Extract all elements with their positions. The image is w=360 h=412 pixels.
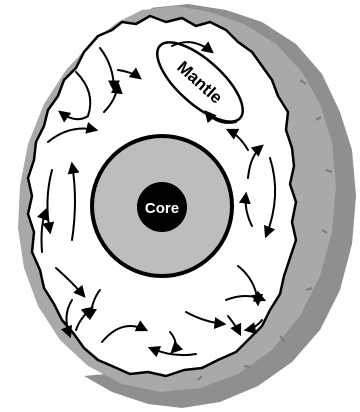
core-label: Core	[145, 200, 179, 217]
convection-arrow-top-left-3	[58, 71, 92, 123]
convection-arrow-left-upper	[47, 121, 99, 143]
convection-arrow-left-lower	[37, 207, 49, 253]
crust-texture	[197, 79, 333, 381]
convection-arrow-bottom-4	[185, 311, 227, 330]
convection-arrow-right-inner	[238, 191, 253, 227]
convection-arrow-left-loop-up	[67, 161, 80, 241]
convection-arrow-mantle-bottom	[204, 110, 237, 124]
convection-arrow-mantle-top	[171, 41, 214, 54]
convection-arrow-right-upper	[225, 128, 249, 151]
convection-arrow-bottom-1	[101, 320, 149, 343]
convection-arrow-bottom-right-1	[237, 265, 264, 307]
convection-arrow-bottom-right-3	[227, 315, 242, 337]
convection-arrow-right-loop-up	[247, 144, 264, 179]
convection-arrow-top-left-4	[103, 81, 123, 113]
convection-arrow-bottom-left-1	[55, 267, 86, 298]
inner-core	[137, 182, 187, 232]
convection-arrow-right-loop-down	[263, 157, 277, 239]
convection-arrow-left-loop-down	[42, 169, 55, 235]
convection-arrow-bottom-3	[147, 346, 197, 358]
convection-arrow-bottom-left-4	[60, 299, 73, 339]
convection-arrow-top-left-2	[117, 67, 142, 80]
convection-arrow-bottom-2	[169, 331, 184, 354]
mantle-label-oval	[156, 41, 244, 123]
convection-arrow-bottom-left-3	[75, 306, 94, 331]
convection-arrows	[37, 41, 277, 358]
convection-arrow-bottom-right-2	[243, 319, 263, 334]
